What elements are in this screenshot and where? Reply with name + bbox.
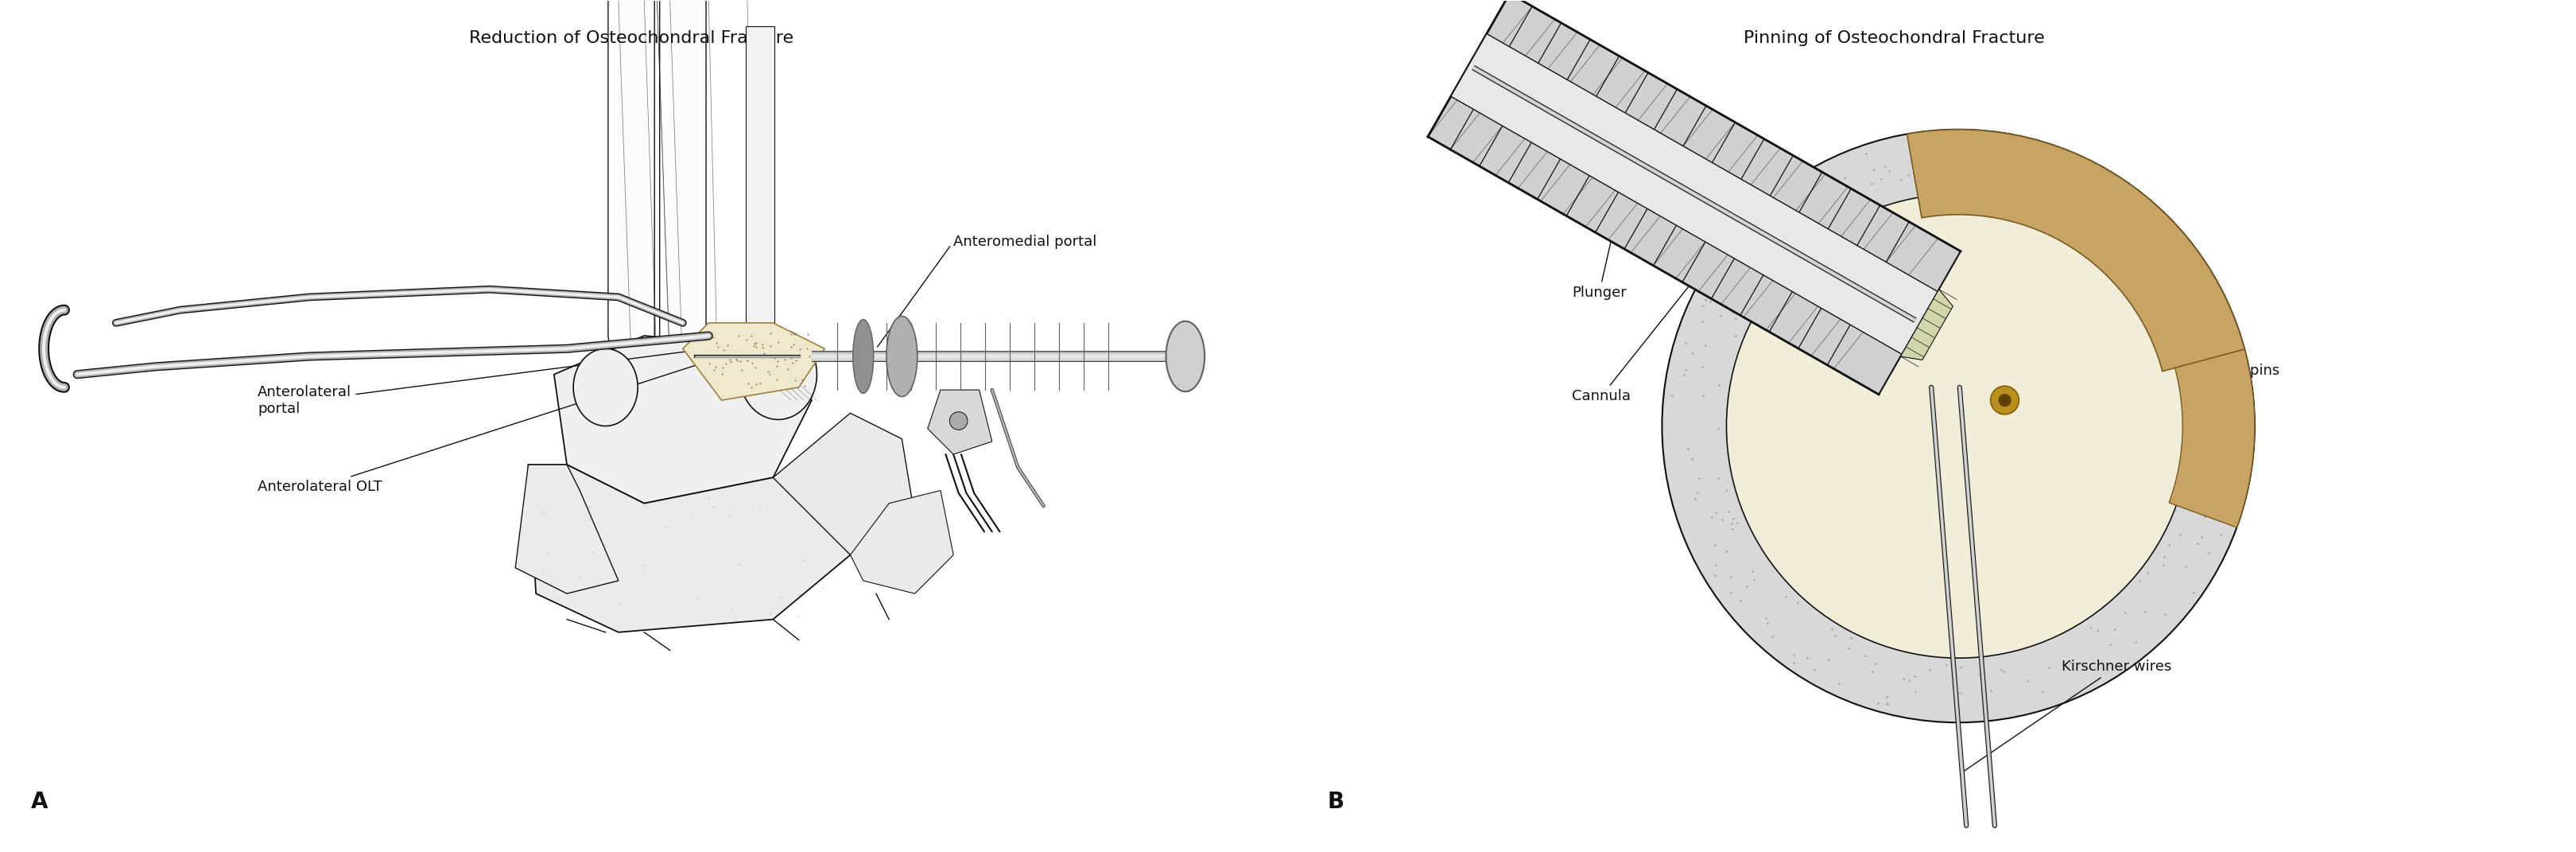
Polygon shape [747, 26, 775, 348]
Ellipse shape [886, 316, 917, 397]
Polygon shape [1450, 34, 1937, 354]
Text: Kirschner wires: Kirschner wires [1960, 659, 2172, 773]
Polygon shape [683, 323, 824, 400]
Circle shape [1999, 394, 2009, 406]
Circle shape [1991, 386, 2020, 414]
Ellipse shape [853, 320, 873, 394]
Text: B: B [1327, 791, 1345, 813]
Polygon shape [850, 491, 953, 594]
Text: A: A [31, 791, 49, 813]
Circle shape [951, 412, 969, 430]
Wedge shape [1906, 130, 2244, 371]
Polygon shape [927, 390, 992, 454]
Polygon shape [554, 336, 811, 504]
Wedge shape [2169, 349, 2254, 527]
Polygon shape [1427, 0, 1960, 394]
Text: Pinning of Osteochondral Fracture: Pinning of Osteochondral Fracture [1744, 31, 2043, 46]
Polygon shape [773, 413, 914, 555]
Text: Plunger: Plunger [1571, 147, 1633, 300]
Polygon shape [1901, 290, 1953, 360]
Circle shape [1662, 130, 2254, 722]
Text: Anterolateral
portal: Anterolateral portal [258, 349, 706, 417]
Circle shape [1726, 194, 2190, 658]
Polygon shape [515, 464, 618, 594]
Text: Anteromedial portal: Anteromedial portal [878, 234, 1097, 347]
Text: Reduction of Osteochondral Fracture: Reduction of Osteochondral Fracture [469, 31, 793, 46]
Text: Absorbable pins: Absorbable pins [2007, 363, 2280, 400]
Ellipse shape [739, 330, 817, 419]
Ellipse shape [1167, 321, 1206, 392]
Text: Cannula: Cannula [1571, 233, 1731, 403]
Text: Anterolateral OLT: Anterolateral OLT [258, 349, 744, 493]
Ellipse shape [572, 348, 639, 426]
Polygon shape [528, 464, 850, 632]
